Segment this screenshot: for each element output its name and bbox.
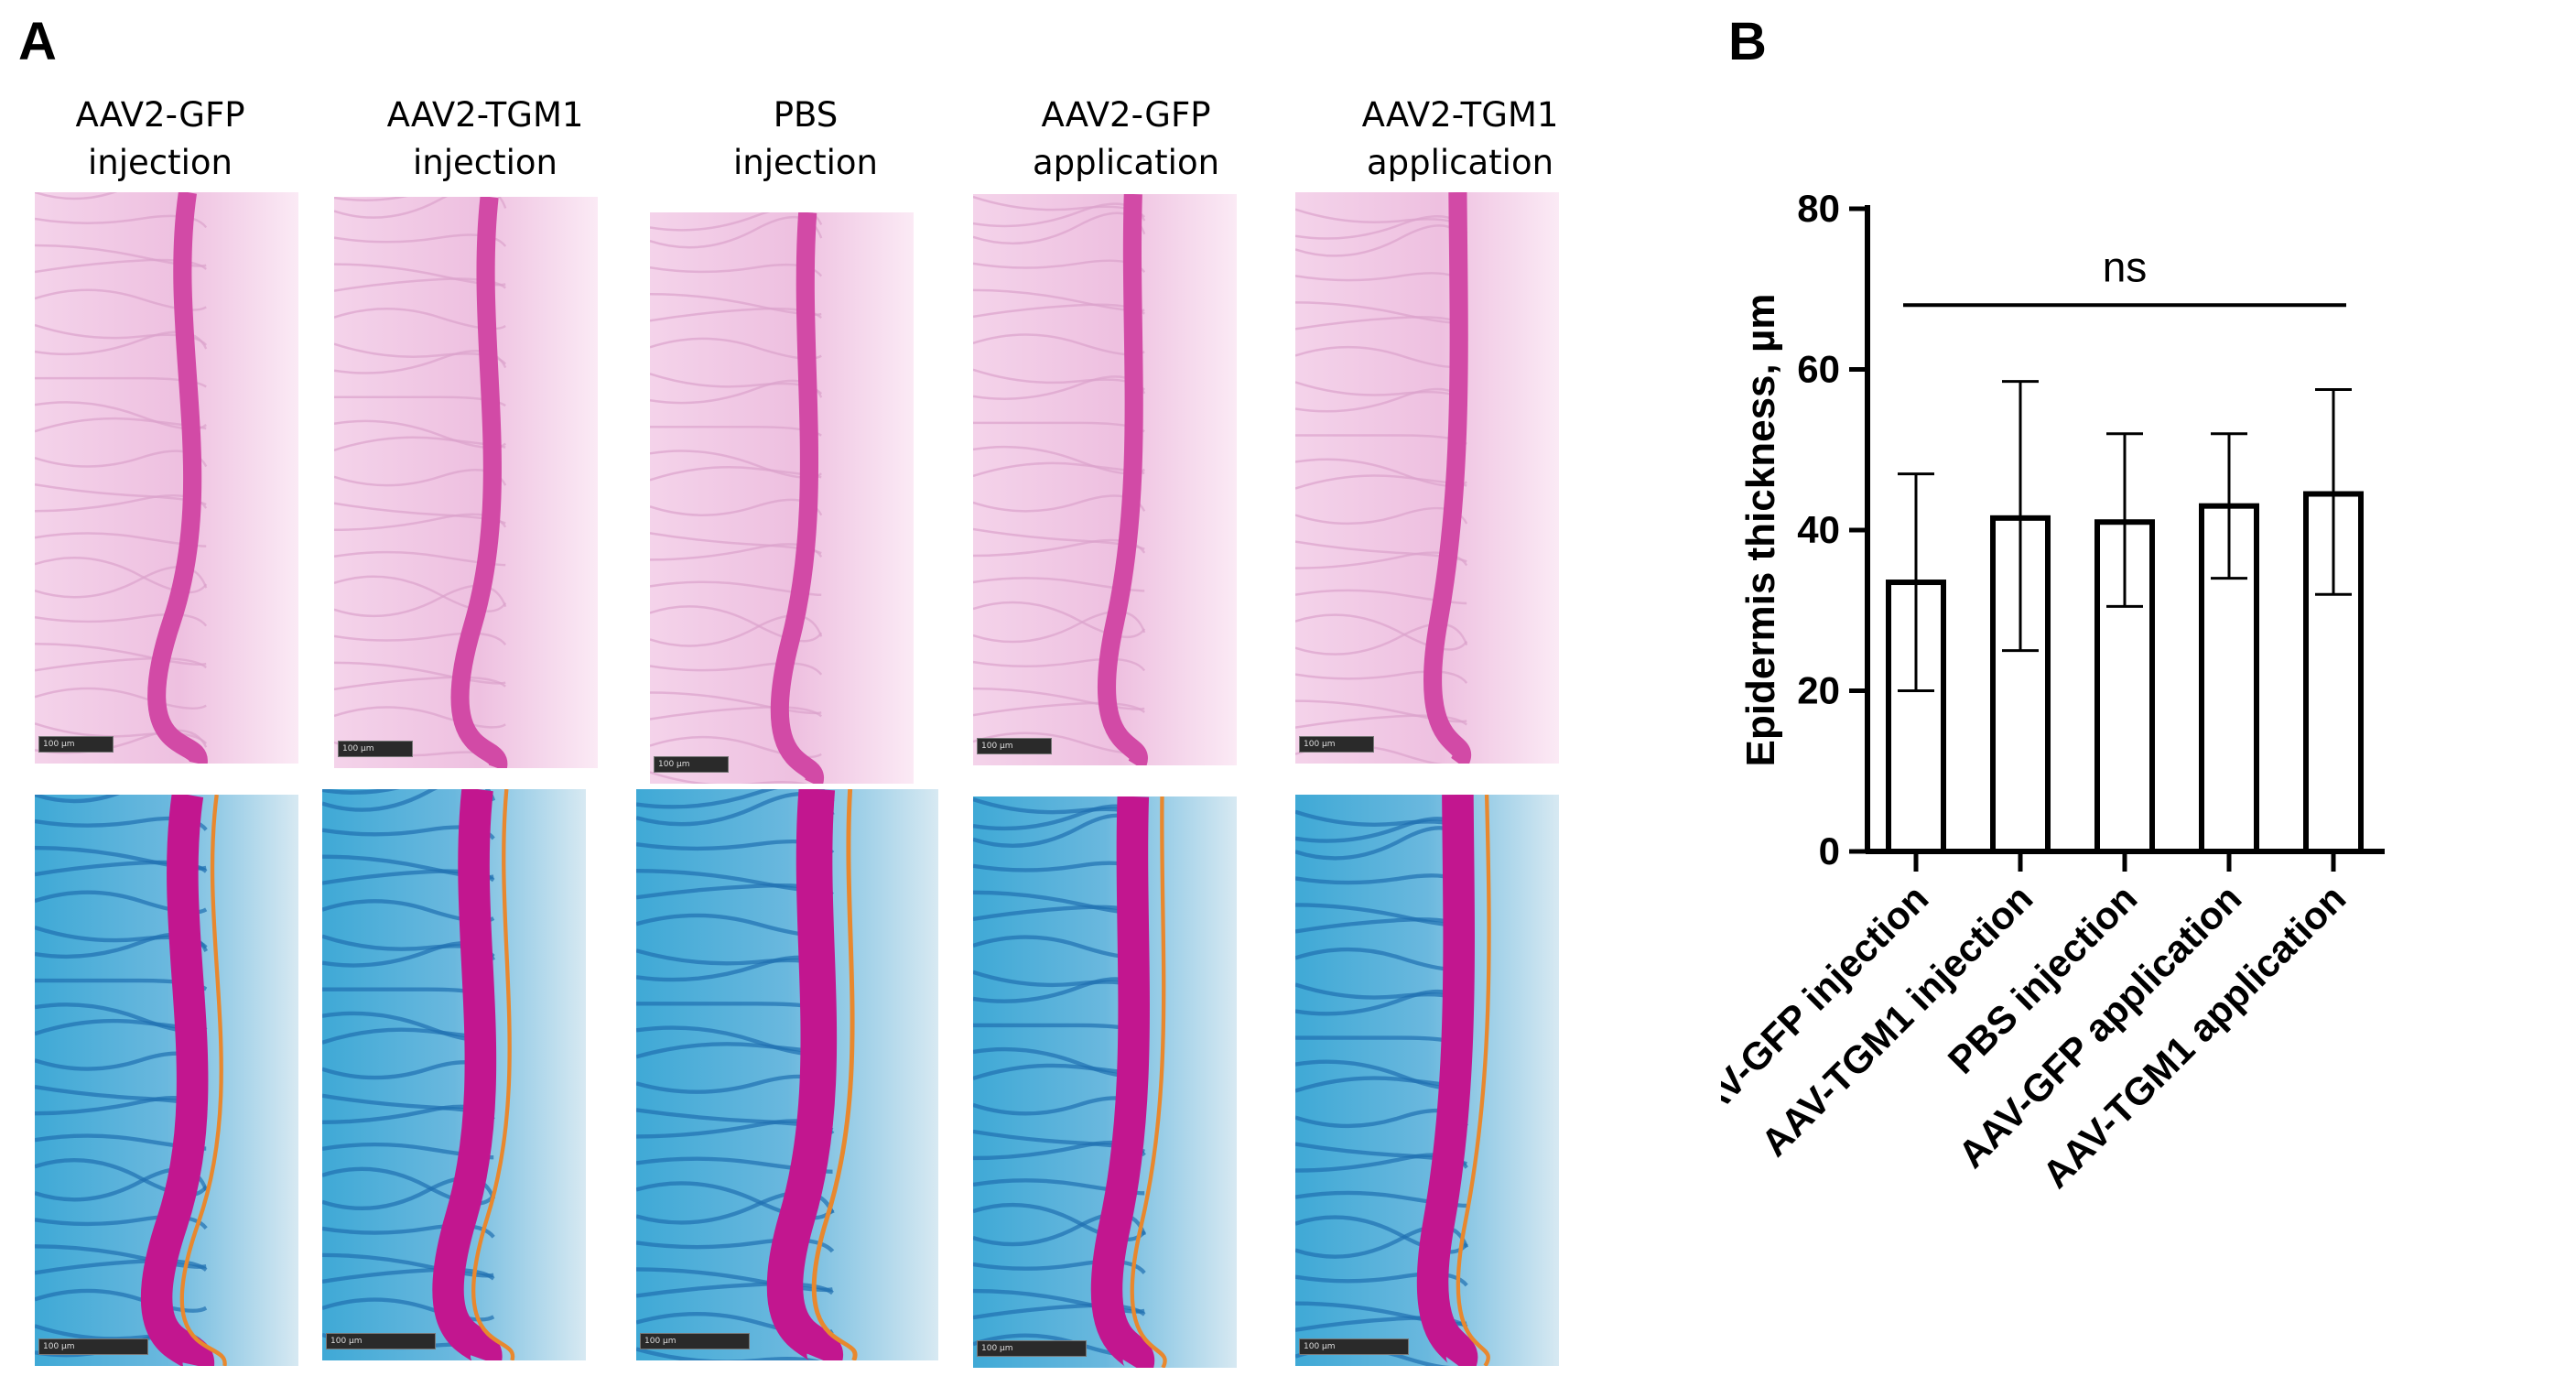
column-label-line1: PBS <box>773 95 839 135</box>
y-tick-label: 80 <box>1797 187 1840 230</box>
panel-label-b: B <box>1728 12 1767 71</box>
panel-label-a: A <box>18 12 57 71</box>
column-label-line1: AAV2-TGM1 <box>1361 95 1559 135</box>
column-label-line1: AAV2-GFP <box>1041 95 1211 135</box>
he-stain-micrograph-3: 100 µm <box>650 212 914 784</box>
column-label-2: AAV2-TGM1 injection <box>339 92 632 187</box>
column-label-line2: application <box>1032 143 1220 182</box>
trichrome-stain-micrograph-2: 100 µm <box>322 789 586 1360</box>
he-stain-micrograph-5: 100 µm <box>1295 192 1559 764</box>
column-label-line2: injection <box>88 143 233 182</box>
scale-bar-label: 100 µm <box>330 1337 363 1346</box>
column-label-line1: AAV2-GFP <box>75 95 245 135</box>
column-label-line2: application <box>1366 143 1554 182</box>
scale-bar-label: 100 µm <box>1304 1342 1336 1351</box>
x-tick-label: PBS injection <box>1940 876 2146 1082</box>
scale-bar: 100 µm <box>38 736 114 753</box>
column-label-5: AAV2-TGM1 application <box>1314 92 1607 187</box>
trichrome-stain-micrograph-1: 100 µm <box>35 795 298 1366</box>
scale-bar-label: 100 µm <box>342 744 374 753</box>
he-stain-micrograph-1: 100 µm <box>35 192 298 764</box>
column-label-1: AAV2-GFP injection <box>14 92 307 187</box>
scale-bar: 100 µm <box>1299 736 1374 753</box>
column-label-line1: AAV2-TGM1 <box>386 95 584 135</box>
scale-bar-label: 100 µm <box>981 742 1013 751</box>
column-label-line2: injection <box>413 143 557 182</box>
scale-bar: 100 µm <box>326 1333 436 1349</box>
column-label-line2: injection <box>733 143 878 182</box>
trichrome-stain-micrograph-4: 100 µm <box>973 796 1237 1368</box>
significance-annotation: ns <box>2103 243 2148 290</box>
y-tick-label: 20 <box>1797 669 1840 712</box>
scale-bar: 100 µm <box>654 756 729 773</box>
scale-bar-label: 100 µm <box>658 760 690 769</box>
column-label-4: AAV2-GFP application <box>980 92 1272 187</box>
scale-bar: 100 µm <box>640 1333 750 1349</box>
scale-bar: 100 µm <box>1299 1338 1409 1355</box>
trichrome-stain-micrograph-3: 100 µm <box>636 789 938 1360</box>
he-stain-micrograph-4: 100 µm <box>973 194 1237 765</box>
column-label-3: PBS injection <box>659 92 952 187</box>
he-stain-micrograph-2: 100 µm <box>334 197 598 768</box>
scale-bar-label: 100 µm <box>981 1344 1013 1353</box>
y-tick-label: 40 <box>1797 508 1840 551</box>
scale-bar: 100 µm <box>338 741 413 757</box>
scale-bar-label: 100 µm <box>43 1342 75 1351</box>
scale-bar-label: 100 µm <box>43 740 75 749</box>
y-axis-label: Epidermis thickness, µm <box>1738 294 1783 767</box>
trichrome-stain-micrograph-5: 100 µm <box>1295 795 1559 1366</box>
y-tick-label: 0 <box>1819 829 1840 872</box>
scale-bar: 100 µm <box>38 1338 148 1355</box>
scale-bar: 100 µm <box>977 1340 1087 1357</box>
scale-bar: 100 µm <box>977 738 1052 754</box>
y-tick-label: 60 <box>1797 348 1840 391</box>
scale-bar-label: 100 µm <box>644 1337 676 1346</box>
scale-bar-label: 100 µm <box>1304 740 1336 749</box>
